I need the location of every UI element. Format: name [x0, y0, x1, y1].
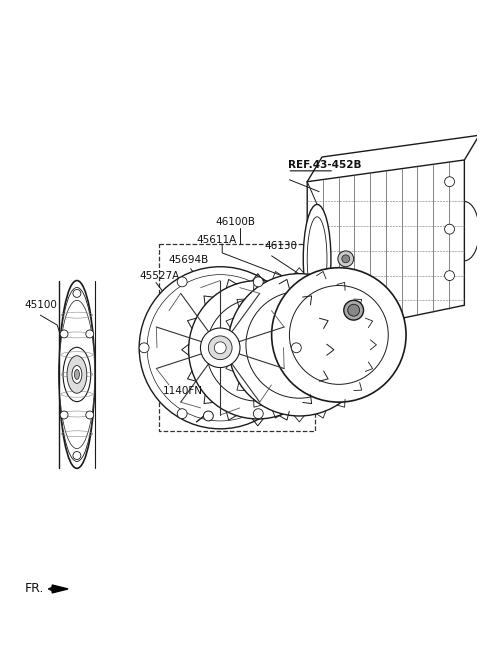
- Circle shape: [60, 330, 68, 338]
- Text: 46100B: 46100B: [216, 217, 255, 227]
- Circle shape: [344, 300, 363, 320]
- Ellipse shape: [307, 217, 327, 301]
- Circle shape: [73, 290, 81, 298]
- Circle shape: [139, 343, 149, 353]
- Circle shape: [444, 177, 455, 187]
- Circle shape: [86, 411, 94, 419]
- Ellipse shape: [59, 300, 95, 449]
- Polygon shape: [52, 585, 68, 593]
- Circle shape: [246, 292, 353, 398]
- Circle shape: [348, 304, 360, 316]
- Text: 45694B: 45694B: [169, 255, 209, 265]
- Ellipse shape: [63, 348, 91, 401]
- Circle shape: [444, 271, 455, 281]
- Ellipse shape: [59, 288, 95, 461]
- Circle shape: [272, 267, 406, 402]
- Text: 45527A: 45527A: [139, 271, 180, 281]
- Circle shape: [189, 281, 327, 419]
- Text: 46130: 46130: [264, 241, 298, 251]
- Circle shape: [208, 336, 232, 359]
- Ellipse shape: [303, 204, 331, 313]
- Circle shape: [342, 255, 350, 263]
- Text: FR.: FR.: [24, 582, 44, 595]
- Text: 45611A: 45611A: [196, 235, 237, 245]
- Ellipse shape: [67, 355, 87, 394]
- Circle shape: [60, 411, 68, 419]
- Text: 1140FN: 1140FN: [163, 386, 203, 396]
- Circle shape: [289, 286, 388, 384]
- Circle shape: [201, 328, 240, 367]
- Circle shape: [204, 411, 213, 421]
- Text: REF.43-452B: REF.43-452B: [288, 160, 362, 170]
- Circle shape: [291, 343, 301, 353]
- Circle shape: [338, 251, 354, 267]
- Circle shape: [253, 277, 263, 287]
- Circle shape: [73, 451, 81, 459]
- Circle shape: [228, 274, 371, 416]
- Circle shape: [253, 409, 263, 419]
- Circle shape: [214, 342, 226, 353]
- Circle shape: [206, 298, 309, 401]
- Circle shape: [444, 224, 455, 234]
- Circle shape: [177, 409, 187, 419]
- Circle shape: [139, 267, 301, 429]
- Ellipse shape: [72, 365, 82, 383]
- Circle shape: [177, 277, 187, 287]
- Ellipse shape: [59, 281, 95, 468]
- Text: 45100: 45100: [24, 300, 58, 310]
- Ellipse shape: [74, 369, 79, 379]
- Circle shape: [86, 330, 94, 338]
